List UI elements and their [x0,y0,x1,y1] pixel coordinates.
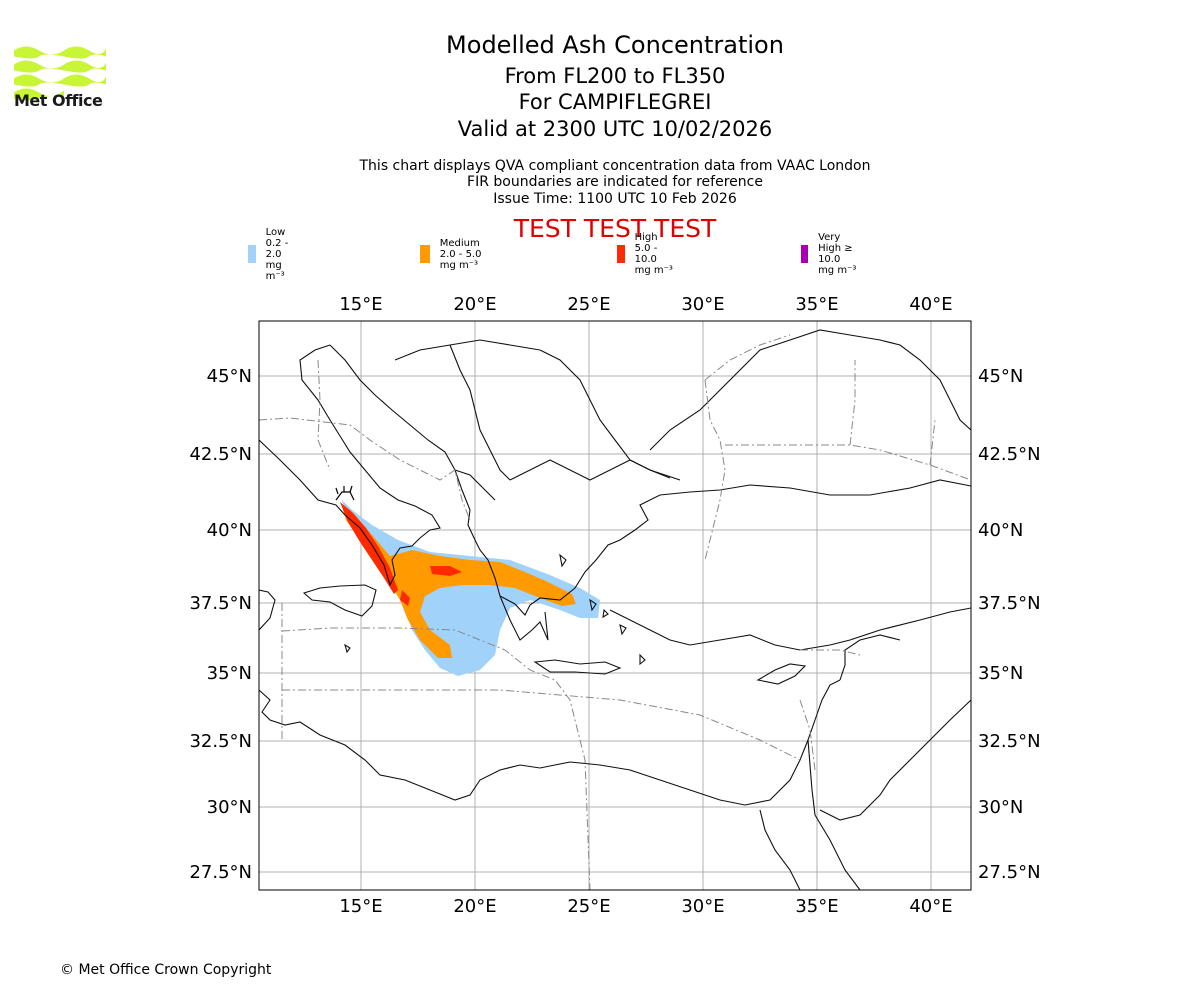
lat-tick: 40°N [207,520,252,541]
issue-time: Issue Time: 1100 UTC 10 Feb 2026 [493,191,737,207]
lon-tick: 35°E [795,896,838,917]
lat-tick: 37.5°N [189,593,252,614]
ash-high-patch [430,566,462,576]
lat-tick: 45°N [207,366,252,387]
ash-high-patch-2 [400,590,410,606]
legend-item-low: Low 0.2 - 2.0 mg m⁻³ [248,227,301,282]
lat-tick: 27.5°N [978,862,1041,883]
test-banner: TEST TEST TEST [513,214,717,243]
lon-tick: 40°E [909,294,952,315]
valid-time: Valid at 2300 UTC 10/02/2026 [457,117,773,141]
lat-tick: 30°N [207,797,252,818]
lat-tick: 40°N [978,520,1023,541]
copyright: © Met Office Crown Copyright [60,962,272,978]
legend-label-medium: Medium 2.0 - 5.0 mg m⁻³ [439,237,482,271]
lat-ticks-left: 45°N 42.5°N 40°N 37.5°N 35°N 32.5°N 30°N… [189,366,252,883]
lon-tick: 30°E [681,294,724,315]
legend-swatch-very-high [801,245,809,263]
ash-medium-region [341,503,576,658]
volcano-name: For CAMPIFLEGREI [518,90,712,114]
lon-tick: 20°E [453,896,496,917]
lat-tick: 32.5°N [189,731,252,752]
lon-ticks-bottom: 15°E 20°E 25°E 30°E 35°E 40°E [339,896,952,917]
legend-label-low: Low 0.2 - 2.0 mg m⁻³ [265,226,289,282]
coastlines [259,329,971,890]
map-frame [258,320,972,891]
lat-tick: 32.5°N [978,731,1041,752]
lat-tick: 42.5°N [189,444,252,465]
lon-tick: 20°E [453,294,496,315]
legend-swatch-high [617,245,625,263]
lat-tick: 35°N [978,663,1023,684]
graticule [259,321,971,890]
ash-high-region [340,502,398,594]
lon-tick: 30°E [681,896,724,917]
lat-tick: 42.5°N [978,444,1041,465]
lon-tick: 15°E [339,294,382,315]
volcano-marker-icon [335,485,355,501]
lon-ticks-top: 15°E 20°E 25°E 30°E 35°E 40°E [339,294,952,315]
legend-swatch-low [248,245,256,263]
info-compliance: This chart displays QVA compliant concen… [359,158,871,174]
lon-tick: 40°E [909,896,952,917]
lon-tick: 35°E [795,294,838,315]
legend-label-very-high: Very High ≥ 10.0 mg m⁻³ [818,232,857,276]
lat-tick: 30°N [978,797,1023,818]
info-fir: FIR boundaries are indicated for referen… [467,174,763,190]
legend-label-high: High 5.0 - 10.0 mg m⁻³ [634,232,673,276]
lon-tick: 25°E [567,294,610,315]
lat-tick: 27.5°N [189,862,252,883]
legend-item-medium: Medium 2.0 - 5.0 mg m⁻³ [420,238,493,271]
lat-tick: 45°N [978,366,1023,387]
lon-tick: 25°E [567,896,610,917]
legend-item-high: High 5.0 - 10.0 mg m⁻³ [617,232,673,276]
fir-boundaries [259,334,971,890]
legend-swatch-medium [420,245,430,263]
ash-low-region [342,500,600,676]
lon-tick: 15°E [339,896,382,917]
chart-title: Modelled Ash Concentration [446,31,784,59]
met-office-wordmark: Met Office [14,91,103,110]
lat-ticks-right: 45°N 42.5°N 40°N 37.5°N 35°N 32.5°N 30°N… [978,366,1041,883]
lat-tick: 37.5°N [978,593,1041,614]
met-office-logo-icon [14,46,106,101]
flight-levels: From FL200 to FL350 [504,64,726,88]
lat-tick: 35°N [207,663,252,684]
legend-item-very-high: Very High ≥ 10.0 mg m⁻³ [801,232,857,276]
